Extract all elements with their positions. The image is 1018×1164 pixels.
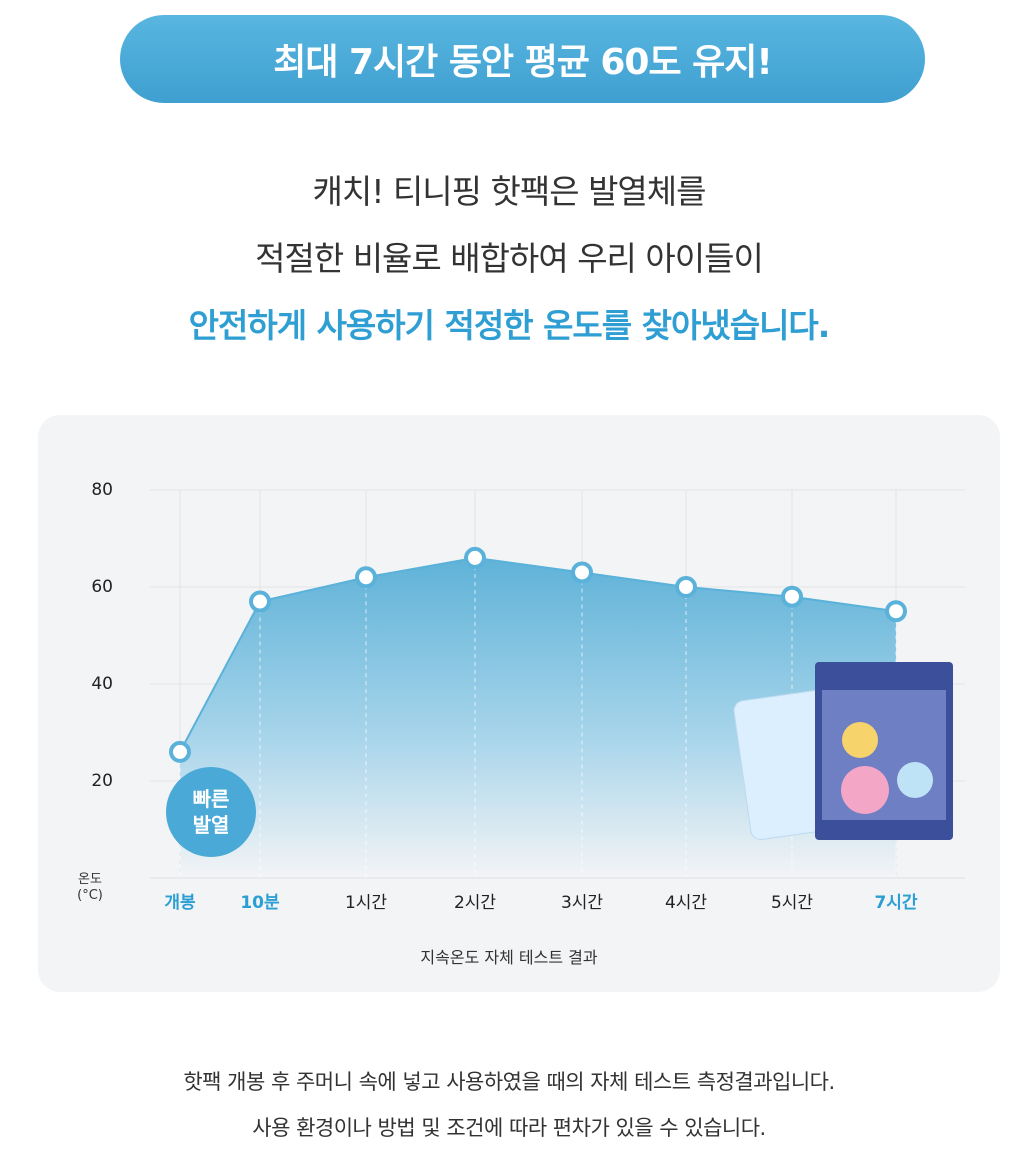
- y-tick-label: 20: [91, 771, 113, 791]
- point: [355, 566, 377, 589]
- y-tick-label: 80: [91, 480, 113, 500]
- subtitle-line: 적절한 비율로 배합하여 우리 아이들이: [255, 239, 764, 278]
- subtitle-line: 캐치! 티니핑 핫팩은 발열체를: [312, 172, 706, 211]
- x-tick-label: 3시간: [561, 893, 603, 913]
- subtitle-line: 안전하게 사용하기 적정한 온도를 찾아냈습니다.: [188, 306, 831, 345]
- x-tick-label: 1시간: [345, 893, 387, 913]
- point: [464, 546, 486, 569]
- y-tick-label: 60: [91, 577, 113, 597]
- point: [169, 740, 191, 763]
- product-image: [733, 662, 953, 840]
- x-tick-label: 5시간: [771, 893, 813, 913]
- area: [180, 557, 896, 878]
- footnote: 사용 환경이나 방법 및 조건에 따라 편차가 있을 수 있습니다.: [252, 1116, 766, 1140]
- point: [249, 590, 271, 613]
- x-tick-label: 개봉: [164, 893, 196, 913]
- annotation: 빠른 발열: [166, 767, 256, 857]
- point: [675, 576, 697, 598]
- x-tick-label: 2시간: [454, 893, 496, 913]
- x-tick-label: 7시간: [874, 893, 917, 913]
- y-axis-label: 온도 (°C): [77, 872, 103, 903]
- point: [885, 600, 907, 623]
- x-tick-label: 4시간: [665, 893, 707, 913]
- line: [179, 556, 897, 753]
- x-axis-label: 지속온도 자체 테스트 결과: [420, 948, 598, 967]
- point: [571, 561, 593, 584]
- y-tick-label: 40: [91, 674, 113, 694]
- footnote: 핫팩 개봉 후 주머니 속에 넣고 사용하였을 때의 자체 테스트 측정결과입니…: [183, 1070, 835, 1094]
- x-tick-label: 10분: [240, 893, 280, 913]
- point: [781, 585, 803, 608]
- annotation-text: 빠른 발열: [192, 787, 230, 837]
- badge: 최대 7시간 동안 평균 60도 유지!: [120, 15, 925, 103]
